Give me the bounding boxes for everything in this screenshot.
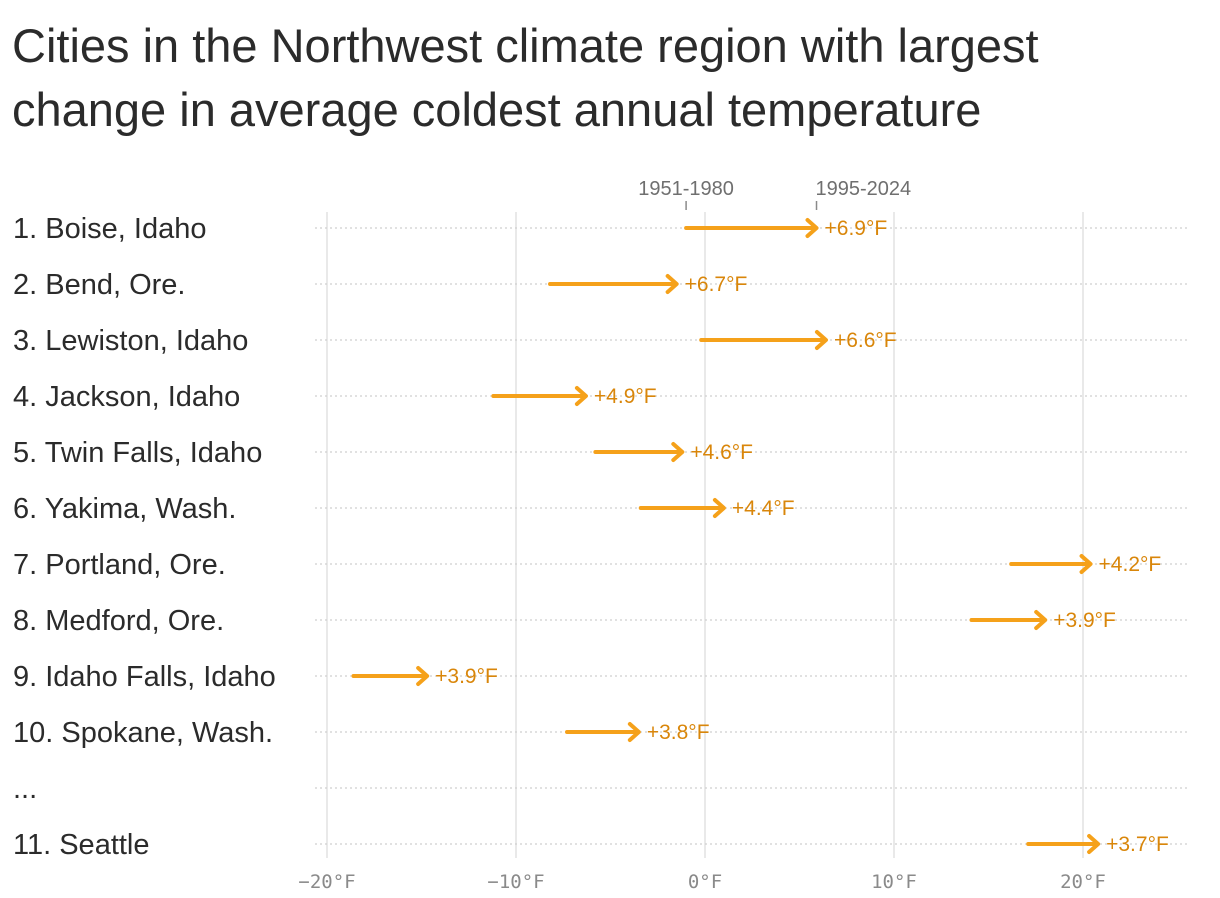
change-label: +4.9°F [594, 385, 657, 408]
x-tick-label: 10°F [871, 871, 917, 893]
x-axis-ticks: −20°F −10°F 0°F 10°F 20°F [298, 871, 1105, 893]
change-label: +6.9°F [825, 217, 888, 240]
change-label: +6.6°F [834, 329, 897, 352]
x-tick-label: 20°F [1060, 871, 1106, 893]
row-guides [315, 227, 1188, 845]
change-label: +3.9°F [435, 665, 498, 688]
arrow-head [805, 218, 819, 238]
grid [326, 212, 1084, 858]
city-label: 8. Medford, Ore. [13, 605, 224, 637]
city-label: 3. Lewiston, Idaho [13, 325, 248, 357]
change-label: +6.7°F [685, 273, 748, 296]
city-label: 11. Seattle [13, 829, 150, 861]
city-label: 4. Jackson, Idaho [13, 381, 240, 413]
arrow-head [1079, 554, 1093, 574]
change-label: +4.6°F [690, 441, 753, 464]
change-label: +4.2°F [1099, 553, 1162, 576]
change-label: +3.8°F [647, 721, 710, 744]
city-label: 5. Twin Falls, Idaho [13, 437, 262, 469]
city-label: 7. Portland, Ore. [13, 549, 226, 581]
arrow-head [814, 330, 828, 350]
arrow-head [574, 386, 588, 406]
legend-end-label: 1995-2024 [816, 178, 912, 200]
city-label: 9. Idaho Falls, Idaho [13, 661, 276, 693]
city-label: ... [13, 773, 37, 805]
arrow-head [1087, 834, 1101, 854]
city-label: 2. Bend, Ore. [13, 269, 186, 301]
x-tick-label: −20°F [298, 871, 355, 893]
arrows: +6.9°F +6.7°F +6.6°F +4.9°F +4.6°F +4.4°F +4.2… [351, 217, 1169, 856]
arrow-head [627, 722, 641, 742]
city-label: 6. Yakima, Wash. [13, 493, 237, 525]
x-tick-label: −10°F [487, 871, 544, 893]
x-tick-label: 0°F [688, 871, 722, 893]
arrow-head [712, 498, 726, 518]
arrow-head [671, 442, 685, 462]
legend-start-label: 1951-1980 [638, 178, 734, 200]
arrow-head [1034, 610, 1048, 630]
change-label: +3.7°F [1106, 833, 1169, 856]
city-labels: 1. Boise, Idaho 2. Bend, Ore. 3. Lewiston,… [13, 213, 276, 861]
city-label: 1. Boise, Idaho [13, 213, 206, 245]
change-label: +4.4°F [732, 497, 795, 520]
change-label: +3.9°F [1053, 609, 1116, 632]
arrow-head [416, 666, 430, 686]
chart-title: Cities in the Northwest climate region w… [12, 19, 1039, 136]
city-label: 10. Spokane, Wash. [13, 717, 273, 749]
arrow-head [665, 274, 679, 294]
legend: 1951-1980 1995-2024 [638, 178, 911, 210]
